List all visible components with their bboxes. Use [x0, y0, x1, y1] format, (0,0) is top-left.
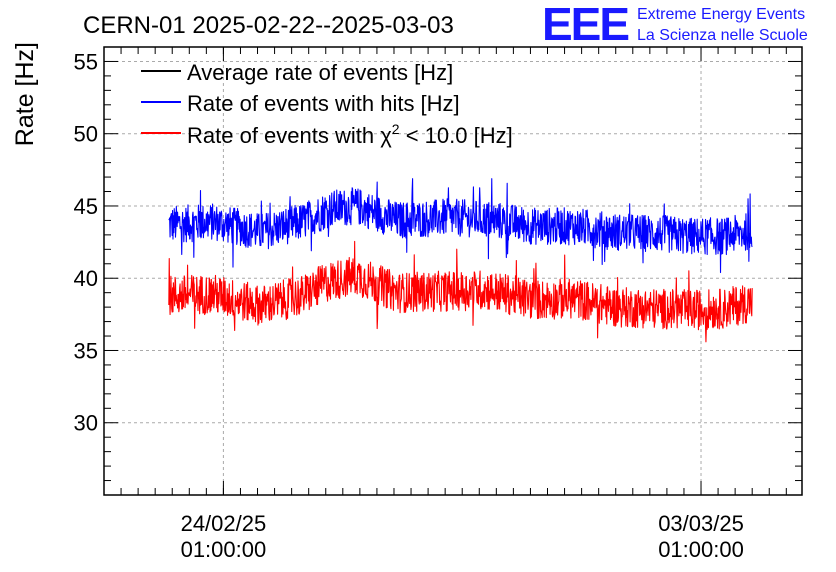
- y-axis-label: Rate [Hz]: [11, 42, 39, 146]
- axis-ticks: [103, 46, 802, 496]
- y-tick-label: 35: [74, 338, 98, 363]
- chi-symbol: χ: [380, 123, 392, 148]
- legend-label-chi2: Rate of events with χ2 < 10.0 [Hz]: [187, 121, 513, 148]
- eee-logo: EEE Extreme Energy Events La Scienza nel…: [542, 0, 808, 50]
- x-tick-time: 01:00:00: [181, 537, 267, 562]
- legend-label-average: Average rate of events [Hz]: [187, 60, 453, 85]
- legend-label-chi2-suffix: < 10.0 [Hz]: [400, 123, 513, 148]
- y-tick-labels: 30 35 40 45 50 55: [74, 49, 98, 435]
- brand-line-2: La Scienza nelle Scuole: [637, 27, 808, 44]
- series-layer: [168, 178, 753, 343]
- plot-border: [103, 46, 803, 496]
- brand-line-1: Extreme Energy Events: [637, 6, 805, 23]
- y-tick-label: 45: [74, 194, 98, 219]
- chart-title: CERN-01 2025-02-22--2025-03-03: [83, 12, 454, 39]
- legend-label-hits: Rate of events with hits [Hz]: [187, 91, 460, 116]
- x-tick-date: 24/02/25: [181, 511, 267, 536]
- series-line-hits: [168, 178, 753, 274]
- y-tick-label: 55: [74, 49, 98, 74]
- legend-label-chi2-prefix: Rate of events with: [187, 123, 380, 148]
- series-line-chi2: [168, 240, 753, 343]
- x-tick-time: 01:00:00: [658, 537, 744, 562]
- plot-frame: [103, 46, 803, 496]
- y-tick-label: 30: [74, 411, 98, 436]
- y-tick-label: 50: [74, 122, 98, 147]
- legend: Average rate of events [Hz] Rate of even…: [141, 60, 513, 148]
- chi-superscript: 2: [392, 121, 400, 137]
- eee-logo-mark: EEE: [542, 0, 628, 50]
- grid-lines: [104, 47, 802, 495]
- y-tick-label: 40: [74, 266, 98, 291]
- x-tick-date: 03/03/25: [658, 511, 744, 536]
